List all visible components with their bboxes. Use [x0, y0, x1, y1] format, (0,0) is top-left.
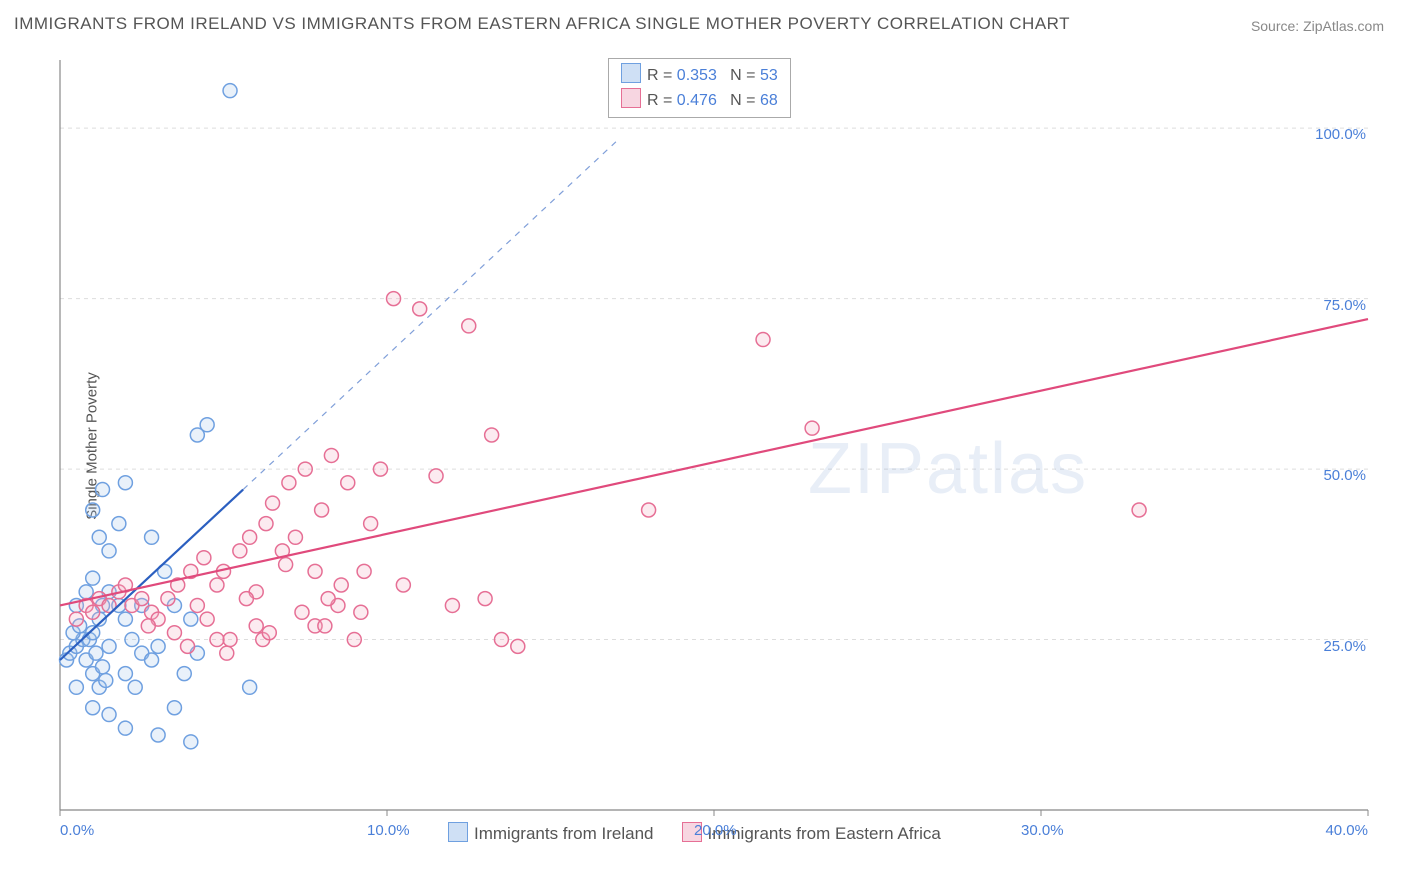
n-label: N =: [717, 67, 760, 84]
y-tick-label: 100.0%: [1315, 126, 1366, 143]
n-value: 68: [760, 92, 778, 109]
scatter-plot: [48, 50, 1388, 850]
x-tick-label: 40.0%: [1325, 822, 1368, 839]
chart-area: ZIPatlas R = 0.353 N = 53R = 0.476 N = 6…: [48, 50, 1388, 850]
legend-swatch: [448, 822, 468, 842]
n-value: 53: [760, 67, 778, 84]
r-value: 0.353: [677, 67, 717, 84]
correlation-legend: R = 0.353 N = 53R = 0.476 N = 68: [608, 58, 791, 118]
r-value: 0.476: [677, 92, 717, 109]
x-tick-label: 0.0%: [60, 822, 94, 839]
legend-swatch: [621, 63, 641, 83]
legend-item: Immigrants from Ireland: [448, 824, 654, 843]
legend-stat-row: R = 0.476 N = 68: [621, 88, 778, 113]
source-label: Source: ZipAtlas.com: [1251, 18, 1384, 34]
chart-title: IMMIGRANTS FROM IRELAND VS IMMIGRANTS FR…: [14, 14, 1070, 34]
x-tick-label: 10.0%: [367, 822, 410, 839]
r-label: R =: [647, 67, 677, 84]
legend-label: Immigrants from Ireland: [474, 824, 654, 843]
y-tick-label: 25.0%: [1323, 638, 1366, 655]
r-label: R =: [647, 92, 677, 109]
legend-label: Immigrants from Eastern Africa: [708, 824, 941, 843]
x-tick-label: 20.0%: [694, 822, 737, 839]
legend-stat-row: R = 0.353 N = 53: [621, 63, 778, 88]
y-tick-label: 50.0%: [1323, 467, 1366, 484]
x-tick-label: 30.0%: [1021, 822, 1064, 839]
n-label: N =: [717, 92, 760, 109]
legend-swatch: [621, 88, 641, 108]
y-tick-label: 75.0%: [1323, 297, 1366, 314]
